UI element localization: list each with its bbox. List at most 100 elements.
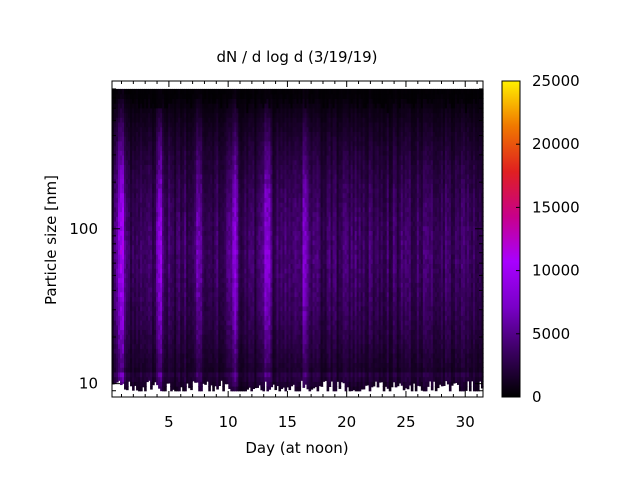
heatmap-cell — [160, 334, 163, 340]
heatmap-column — [202, 88, 205, 384]
heatmap-cell — [134, 216, 137, 222]
heatmap-cell — [256, 131, 259, 137]
heatmap-cell — [212, 357, 215, 364]
heatmap-cell — [112, 362, 115, 368]
heatmap-cell — [166, 159, 169, 165]
heatmap-cell — [206, 103, 209, 109]
heatmap-cell — [112, 381, 115, 385]
chart-title: dN / d log d (3/19/19) — [216, 48, 377, 66]
heatmap-cell — [264, 329, 268, 335]
heatmap-cell — [202, 286, 205, 293]
heatmap-cell — [162, 272, 165, 279]
heatmap-cell — [244, 268, 247, 274]
heatmap-cell — [244, 145, 247, 151]
heatmap-cell — [146, 107, 149, 114]
heatmap-cell — [166, 178, 169, 184]
heatmap-cell — [202, 324, 205, 331]
heatmap-cell — [162, 178, 165, 184]
heatmap-cell — [168, 98, 171, 104]
heatmap-cell — [250, 178, 253, 184]
heatmap-cell — [170, 93, 173, 99]
heatmap-cell — [202, 112, 205, 118]
heatmap-cell — [146, 263, 149, 269]
heatmap-cell — [204, 277, 207, 283]
heatmap-cell — [142, 126, 145, 132]
heatmap-cell — [156, 296, 159, 302]
heatmap-cell — [214, 268, 217, 274]
heatmap-cell — [244, 154, 247, 161]
heatmap-cell — [158, 173, 161, 180]
heatmap-cell — [118, 362, 121, 368]
heatmap-cell — [246, 192, 249, 198]
heatmap-cell — [208, 249, 211, 255]
heatmap-cell — [218, 121, 221, 128]
heatmap-cell — [122, 93, 125, 99]
heatmap-cell — [202, 249, 205, 255]
heatmap-cell — [198, 121, 201, 128]
heatmap-cell — [232, 93, 235, 99]
heatmap-cell — [126, 249, 129, 255]
heatmap-cell — [260, 235, 264, 241]
heatmap-cell — [246, 187, 249, 194]
heatmap-cell — [238, 272, 241, 279]
heatmap-cell — [228, 178, 231, 184]
heatmap-cell — [248, 103, 251, 109]
heatmap-cell — [252, 324, 255, 331]
heatmap-cell — [182, 225, 185, 231]
heatmap-cell — [122, 343, 125, 349]
heatmap-cell — [250, 301, 253, 307]
heatmap-cell — [118, 121, 121, 128]
heatmap-cell — [116, 291, 119, 298]
heatmap-cell — [152, 202, 155, 208]
heatmap-cell — [194, 277, 197, 283]
heatmap-cell — [202, 258, 205, 265]
heatmap-cell — [150, 150, 153, 156]
heatmap-cell — [156, 282, 159, 288]
heatmap-cell — [260, 225, 264, 231]
heatmap-cell — [256, 159, 259, 165]
heatmap-cell — [242, 258, 245, 265]
heatmap-cell — [178, 348, 181, 354]
heatmap-cell — [248, 249, 251, 255]
heatmap-cell — [128, 320, 131, 326]
heatmap-cell — [128, 202, 131, 208]
heatmap-cell — [138, 353, 141, 359]
heatmap-cell — [144, 277, 147, 283]
heatmap-cell — [176, 178, 179, 184]
heatmap-cell — [198, 154, 201, 161]
heatmap-cell — [150, 263, 153, 269]
heatmap-cell — [144, 169, 147, 175]
heatmap-cell — [146, 140, 149, 147]
heatmap-cell — [212, 338, 215, 345]
heatmap-cell — [212, 324, 215, 331]
heatmap-cell — [172, 371, 175, 378]
heatmap-cell — [118, 329, 121, 335]
heatmap-cell — [172, 357, 175, 364]
heatmap-cell — [260, 112, 264, 118]
heatmap-cell — [262, 371, 266, 378]
heatmap-cell — [240, 88, 243, 95]
heatmap-column — [236, 88, 239, 392]
heatmap-cell — [204, 103, 207, 109]
heatmap-cell — [250, 216, 253, 222]
heatmap-cell — [220, 230, 223, 236]
heatmap-cell — [240, 136, 243, 142]
heatmap-cell — [256, 282, 259, 288]
heatmap-cell — [208, 220, 211, 227]
heatmap-cell — [142, 286, 145, 293]
heatmap-cell — [150, 324, 153, 331]
heatmap-cell — [210, 154, 213, 161]
heatmap-cell — [254, 301, 257, 307]
heatmap-cell — [188, 343, 191, 349]
heatmap-cell — [168, 145, 171, 151]
heatmap-cell — [254, 244, 257, 250]
heatmap-cell — [182, 98, 185, 104]
heatmap-cell — [260, 244, 264, 250]
heatmap-cell — [214, 103, 217, 109]
heatmap-cell — [196, 286, 199, 293]
heatmap-cell — [176, 173, 179, 180]
heatmap-cell — [252, 93, 255, 99]
heatmap-cell — [128, 126, 131, 132]
heatmap-cell — [150, 220, 153, 227]
heatmap-cell — [196, 112, 199, 118]
